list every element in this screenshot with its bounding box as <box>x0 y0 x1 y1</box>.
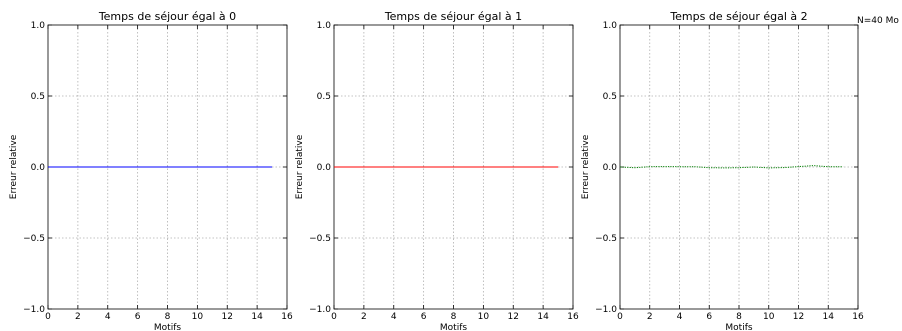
x-tick-label: 12 <box>508 312 519 322</box>
x-axis-title: Motifs <box>154 323 181 331</box>
x-tick-label: 8 <box>736 312 742 322</box>
x-tick-label: 4 <box>677 312 683 322</box>
x-tick-label: 10 <box>478 312 490 322</box>
y-tick-label: 1.0 <box>31 21 46 31</box>
y-axis-title: Erreur relative <box>581 134 591 199</box>
x-tick-label: 14 <box>251 312 263 322</box>
panel-title: Temps de séjour égal à 0 <box>98 10 236 23</box>
y-axis-title: Erreur relative <box>295 134 305 199</box>
x-tick-label: 0 <box>331 312 337 322</box>
panel-title: Temps de séjour égal à 1 <box>384 10 522 23</box>
x-tick-label: 4 <box>391 312 397 322</box>
x-tick-label: 10 <box>763 312 775 322</box>
y-tick-label: 0.5 <box>31 92 45 102</box>
x-tick-label: 16 <box>281 312 293 322</box>
x-tick-label: 0 <box>45 312 51 322</box>
x-tick-label: 8 <box>165 312 171 322</box>
x-tick-label: 16 <box>852 312 864 322</box>
x-tick-label: 2 <box>75 312 81 322</box>
x-tick-label: 8 <box>451 312 457 322</box>
x-axis-title: Motifs <box>440 323 467 331</box>
x-tick-label: 10 <box>192 312 204 322</box>
x-tick-label: 14 <box>823 312 835 322</box>
y-axis-title: Erreur relative <box>9 134 19 199</box>
x-tick-label: 12 <box>222 312 233 322</box>
x-tick-label: 16 <box>567 312 579 322</box>
y-tick-label: 1.0 <box>317 21 332 31</box>
panel-1: 0 2 4 6 8 10 12 14 16 −1.0 −0.5 0.0 0.5 1.0 Temps de s… <box>295 10 579 331</box>
x-tick-label: 14 <box>537 312 549 322</box>
x-tick-label: 6 <box>135 312 141 322</box>
y-tick-label: 0.0 <box>603 163 618 173</box>
panel-0: 0 2 4 6 8 10 12 14 16 −1.0 −0.5 0.0 0.5 1.0 Temps de s… <box>9 10 293 331</box>
panel-2: 0 2 4 6 8 10 12 14 16 −1.0 −0.5 0.0 0.5 1.0 Temps de s… <box>581 10 864 331</box>
x-tick-label: 6 <box>421 312 427 322</box>
y-tick-label: −0.5 <box>23 234 45 244</box>
x-tick-label: 6 <box>706 312 712 322</box>
y-tick-label: 0.0 <box>31 163 46 173</box>
y-tick-label: −1.0 <box>309 305 331 315</box>
y-tick-label: 0.5 <box>603 92 617 102</box>
x-tick-label: 0 <box>617 312 623 322</box>
y-tick-label: 1.0 <box>603 21 618 31</box>
x-tick-label: 4 <box>105 312 111 322</box>
y-tick-label: −0.5 <box>595 234 617 244</box>
y-tick-label: −1.0 <box>595 305 617 315</box>
x-tick-label: 2 <box>647 312 653 322</box>
panel-title: Temps de séjour égal à 2 <box>669 10 807 23</box>
y-tick-label: 0.5 <box>317 92 331 102</box>
x-tick-label: 12 <box>793 312 804 322</box>
y-tick-label: −1.0 <box>23 305 45 315</box>
x-tick-label: 2 <box>361 312 367 322</box>
y-tick-label: −0.5 <box>309 234 331 244</box>
dataset-size-note: N=40 Mo <box>857 16 899 26</box>
x-axis-title: Motifs <box>725 323 752 331</box>
y-tick-label: 0.0 <box>317 163 332 173</box>
